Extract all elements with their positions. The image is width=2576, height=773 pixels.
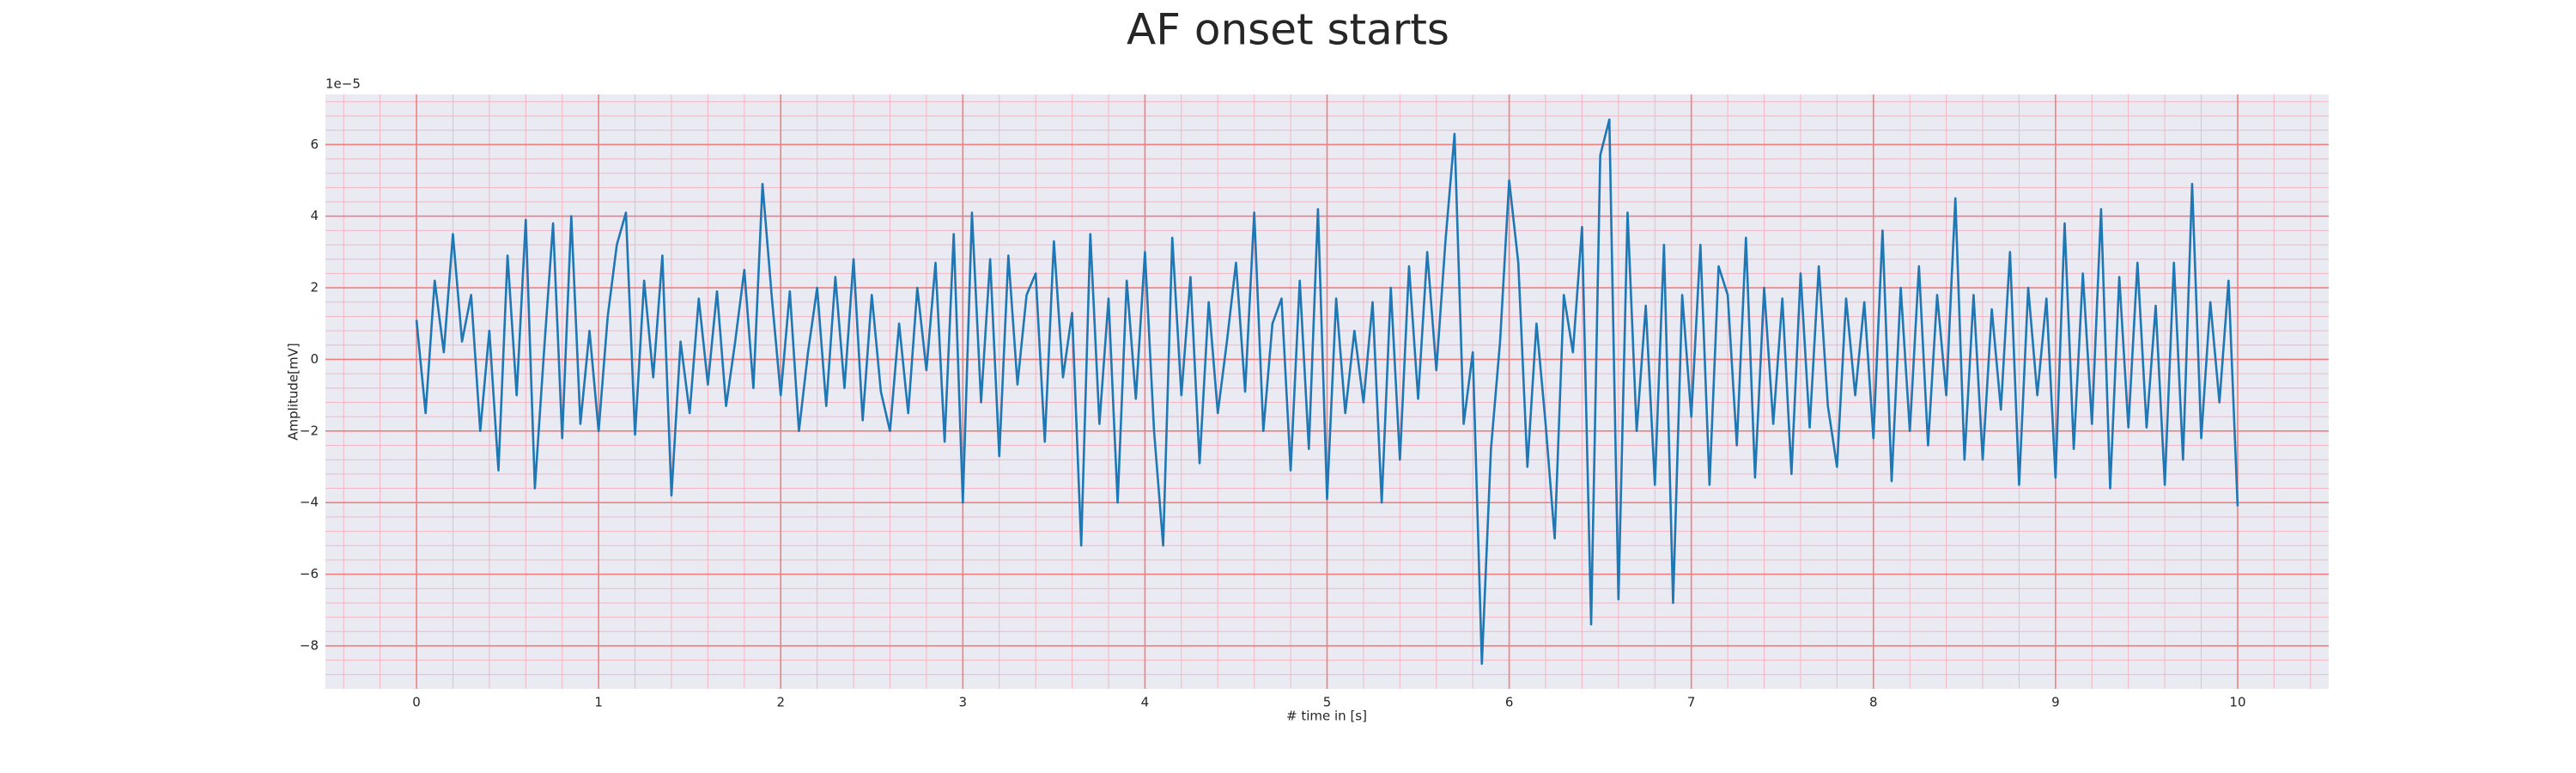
y-tick-label: −4	[300, 495, 319, 510]
y-axis-label: Amplitude[mV]	[286, 343, 301, 440]
x-tick-label: 10	[2229, 695, 2245, 710]
x-tick-label: 8	[1869, 695, 1878, 710]
y-tick-label: 6	[310, 137, 319, 152]
x-tick-label: 9	[2051, 695, 2060, 710]
y-tick-label: −6	[300, 566, 319, 581]
x-tick-label: 2	[776, 695, 785, 710]
x-tick-label: 1	[594, 695, 603, 710]
y-tick-label: −2	[300, 423, 319, 438]
x-tick-label: 4	[1141, 695, 1150, 710]
x-tick-label: 0	[412, 695, 421, 710]
y-tick-label: 2	[310, 280, 319, 295]
chart-title: AF onset starts	[1127, 5, 1449, 55]
signal-line	[415, 118, 2239, 666]
x-tick-label: 7	[1687, 695, 1696, 710]
x-axis-label: # time in [s]	[1286, 709, 1367, 724]
y-tick-label: 4	[310, 208, 319, 223]
y-tick-label: −8	[300, 637, 319, 653]
x-tick-label: 5	[1323, 695, 1332, 710]
x-tick-label: 3	[959, 695, 968, 710]
y-tick-label: 0	[310, 351, 319, 367]
x-tick-label: 6	[1505, 695, 1514, 710]
y-offset-label: 1e−5	[325, 76, 361, 92]
